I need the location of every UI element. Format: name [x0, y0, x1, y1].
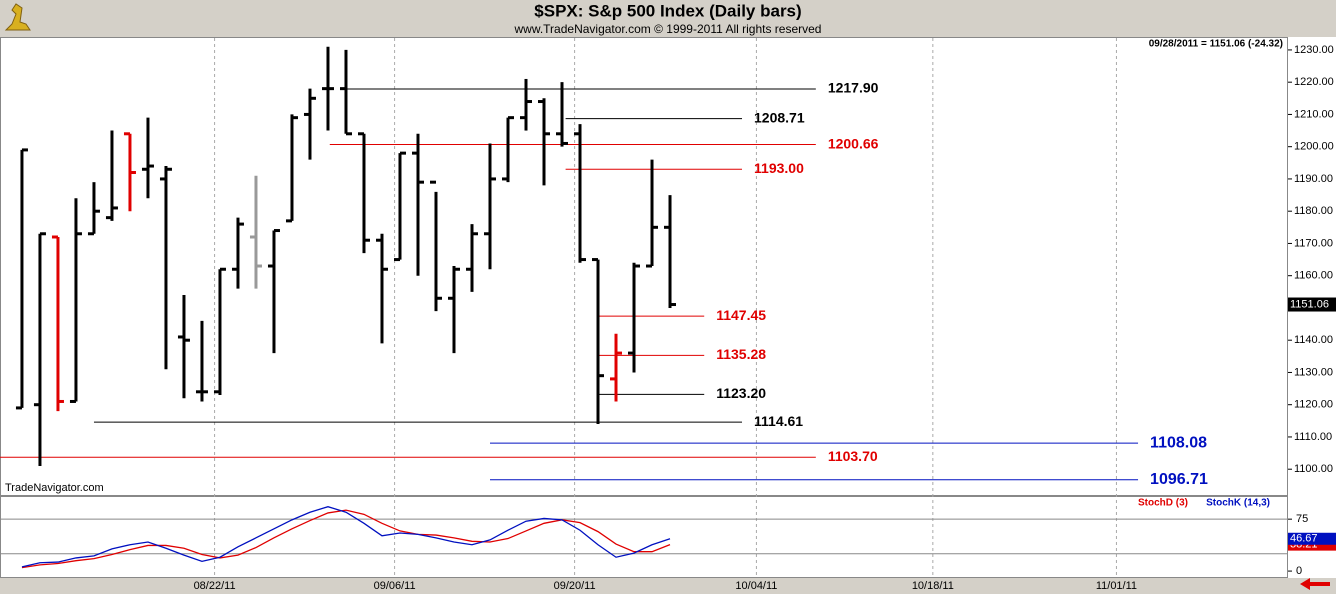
last-value-label: 46.67: [1290, 533, 1318, 545]
logo: [4, 3, 31, 31]
y-tick-label: 1160.00: [1294, 270, 1333, 282]
y-tick-label: 1110.00: [1294, 431, 1332, 443]
legend-entry: StochD (3): [1138, 498, 1188, 509]
x-tick-label: 11/01/11: [1096, 580, 1137, 592]
stoch-panel: [0, 496, 1288, 578]
x-tick-label: 09/20/11: [554, 580, 596, 592]
last-value-box: [1288, 532, 1336, 545]
y-tick-label: 1230.00: [1294, 44, 1334, 56]
last-price-label: 1151.06: [1290, 298, 1329, 310]
level-label: 1096.71: [1150, 471, 1208, 488]
y-tick-label: 1100.00: [1294, 463, 1333, 475]
level-label: 1103.70: [828, 448, 878, 464]
legend-entry: StochK (14,3): [1206, 498, 1270, 509]
y-tick-label: 1180.00: [1294, 205, 1333, 217]
x-tick-label: 09/06/11: [374, 580, 416, 592]
y-tick-label: 1130.00: [1294, 366, 1333, 378]
footer-band: [0, 578, 1336, 594]
y-tick-label: 1200.00: [1294, 141, 1334, 153]
y-tick-label: 1220.00: [1294, 76, 1334, 88]
y-tick-label: 1140.00: [1294, 334, 1333, 346]
chart-subtitle: www.TradeNavigator.com © 1999-2011 All r…: [514, 22, 822, 36]
level-label: 1114.61: [754, 413, 803, 429]
price-panel: [0, 37, 1288, 496]
y-tick-label: 1120.00: [1294, 399, 1333, 411]
x-tick-label: 10/04/11: [735, 580, 777, 592]
level-label: 1108.08: [1150, 434, 1207, 451]
scroll-arrow[interactable]: [1300, 578, 1330, 590]
level-label: 1123.20: [716, 385, 766, 401]
level-label: 1200.66: [828, 135, 879, 151]
last-price-box: [1288, 297, 1336, 312]
y-tick-label: 1190.00: [1294, 173, 1333, 185]
chart-title: $SPX: S&p 500 Index (Daily bars): [534, 1, 801, 20]
y-tick-label: 1210.00: [1294, 108, 1334, 120]
x-tick-label: 08/22/11: [194, 580, 236, 592]
y-tick-label: 1170.00: [1294, 237, 1333, 249]
stoch-line: [21, 506, 671, 568]
x-tick-label: 10/18/11: [912, 580, 954, 592]
y-tick-label: 75: [1296, 513, 1308, 525]
level-label: 1147.45: [716, 307, 766, 323]
level-label: 1217.90: [828, 80, 879, 96]
level-label: 1208.71: [754, 109, 805, 125]
watermark: TradeNavigator.com: [5, 482, 104, 494]
level-label: 1193.00: [754, 160, 804, 176]
level-label: 1135.28: [716, 346, 766, 362]
price-info: 09/28/2011 = 1151.06 (-24.32): [1149, 39, 1283, 50]
header-band: [0, 0, 1336, 37]
y-tick-label: 0: [1296, 565, 1302, 577]
